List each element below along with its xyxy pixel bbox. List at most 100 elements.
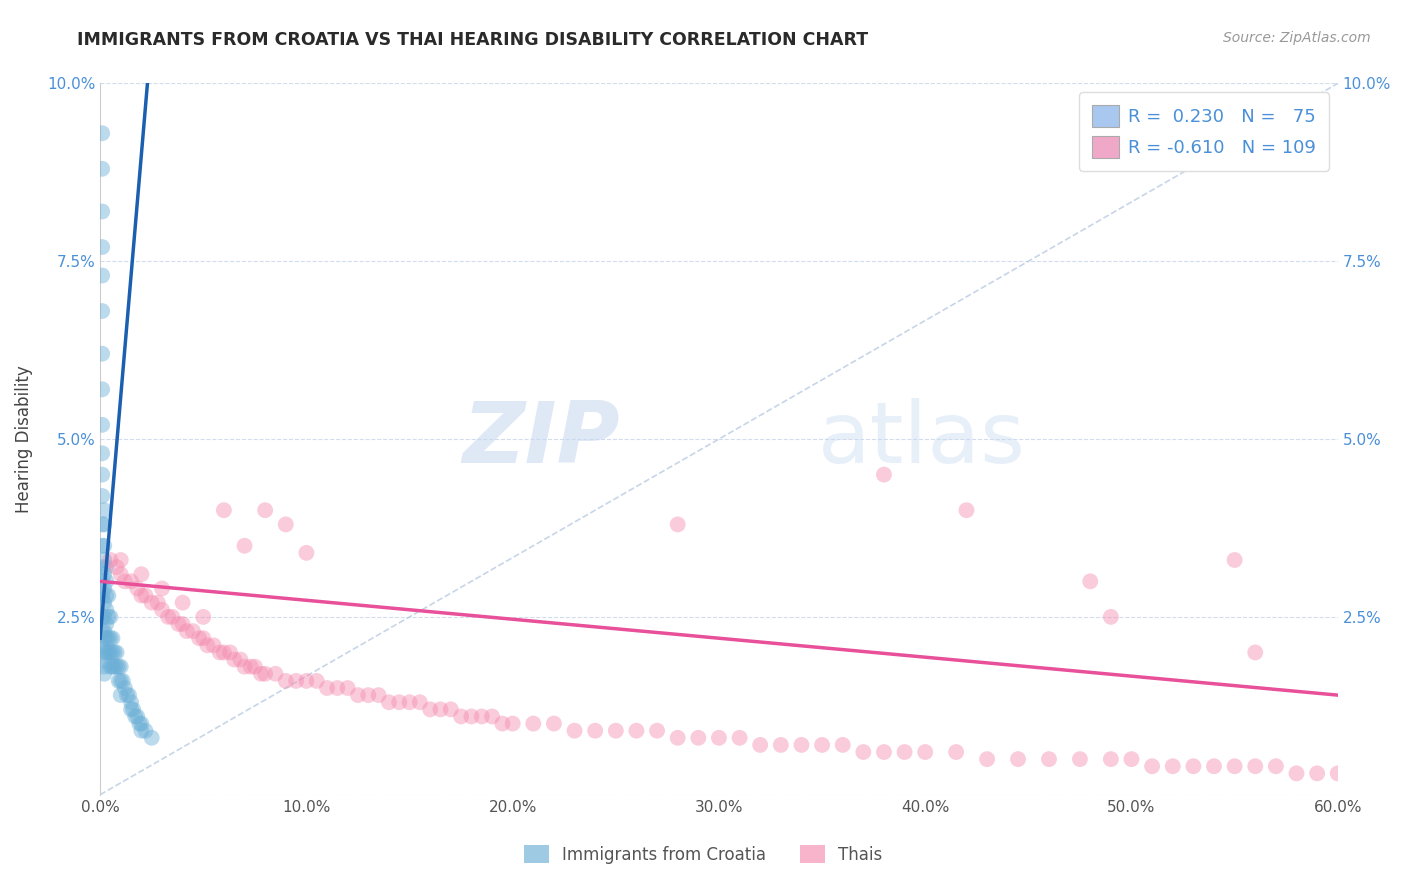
Point [1244,759,1267,773]
Point [769,738,792,752]
Point [398,695,420,709]
Point [274,517,297,532]
Point [224,652,246,666]
Point [107,659,129,673]
Point [114,574,136,589]
Point [1121,752,1143,766]
Point [110,673,132,688]
Point [93,652,115,666]
Point [128,716,150,731]
Point [254,666,277,681]
Point [945,745,967,759]
Point [103,645,125,659]
Point [96,589,118,603]
Point [914,745,936,759]
Point [893,745,915,759]
Point [645,723,668,738]
Point [1078,574,1101,589]
Text: Source: ZipAtlas.com: Source: ZipAtlas.com [1223,31,1371,45]
Point [91,204,114,219]
Point [873,745,896,759]
Point [93,596,115,610]
Point [212,503,235,517]
Point [93,539,115,553]
Point [97,645,120,659]
Point [96,560,118,574]
Point [127,709,149,723]
Point [114,681,136,695]
Point [91,304,114,318]
Point [97,610,120,624]
Point [167,617,190,632]
Point [688,731,710,745]
Point [471,709,494,723]
Point [93,503,115,517]
Point [91,382,114,396]
Point [295,673,318,688]
Point [91,638,114,652]
Point [97,589,120,603]
Point [873,467,896,482]
Point [1223,553,1246,567]
Point [93,666,115,681]
Point [93,567,115,582]
Point [107,673,129,688]
Point [1007,752,1029,766]
Point [666,517,689,532]
Point [103,659,125,673]
Point [100,610,122,624]
Point [1326,766,1348,780]
Point [91,268,114,283]
Point [141,596,163,610]
Point [188,631,211,645]
Point [91,589,114,603]
Point [250,666,273,681]
Point [91,467,114,482]
Point [100,553,122,567]
Point [91,417,114,432]
Text: ZIP: ZIP [463,398,620,481]
Point [583,723,606,738]
Point [1306,766,1329,780]
Point [96,645,118,659]
Point [316,681,339,695]
Point [1038,752,1060,766]
Point [91,161,114,176]
Point [1182,759,1205,773]
Legend: Immigrants from Croatia, Thais: Immigrants from Croatia, Thais [517,838,889,871]
Point [131,589,153,603]
Point [1099,610,1122,624]
Point [110,567,132,582]
Point [131,723,153,738]
Point [388,695,411,709]
Point [212,645,235,659]
Point [124,709,146,723]
Point [254,503,277,517]
Point [150,603,173,617]
Point [790,738,813,752]
Point [626,723,648,738]
Point [110,553,132,567]
Point [347,688,370,702]
Point [229,652,252,666]
Point [749,738,772,752]
Point [1244,645,1267,659]
Point [193,631,215,645]
Point [460,709,482,723]
Point [96,631,118,645]
Point [1223,759,1246,773]
Point [181,624,204,639]
Point [219,645,242,659]
Point [120,574,142,589]
Point [111,673,134,688]
Point [605,723,627,738]
Point [93,582,115,596]
Point [239,659,262,673]
Point [707,731,730,745]
Point [91,517,114,532]
Point [522,716,544,731]
Point [105,560,128,574]
Point [93,610,115,624]
Point [105,659,128,673]
Point [378,695,401,709]
